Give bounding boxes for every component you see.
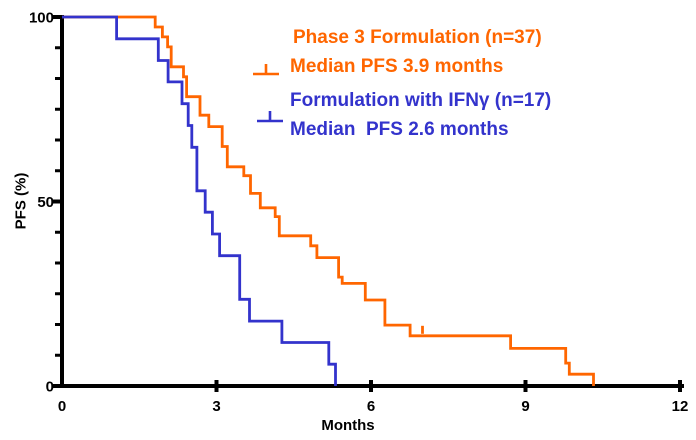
censor-tick-icon (253, 64, 279, 76)
y-axis-title: PFS (%) (12, 172, 30, 230)
x-tick-label: 6 (367, 398, 375, 415)
legend-series1-name: Phase 3 Formulation (n=37) (293, 27, 542, 48)
legend-series1-median: Median PFS 3.9 months (290, 56, 504, 77)
censor-tick-icon (257, 111, 283, 123)
km-curve (62, 15, 595, 386)
x-tick-label: 0 (58, 398, 66, 415)
y-tick-label: 0 (46, 379, 54, 396)
y-tick-label: 100 (29, 10, 54, 27)
x-tick-label: 3 (212, 398, 220, 415)
x-axis-title: Months (321, 417, 375, 434)
km-curve (62, 15, 337, 386)
y-tick-label: 50 (37, 194, 54, 211)
x-tick-label: 12 (672, 398, 689, 415)
legend-series2-median: Median PFS 2.6 months (290, 119, 509, 140)
legend-series2-name: Formulation with IFNγ (n=17) (290, 90, 552, 111)
x-tick-label: 9 (521, 398, 529, 415)
